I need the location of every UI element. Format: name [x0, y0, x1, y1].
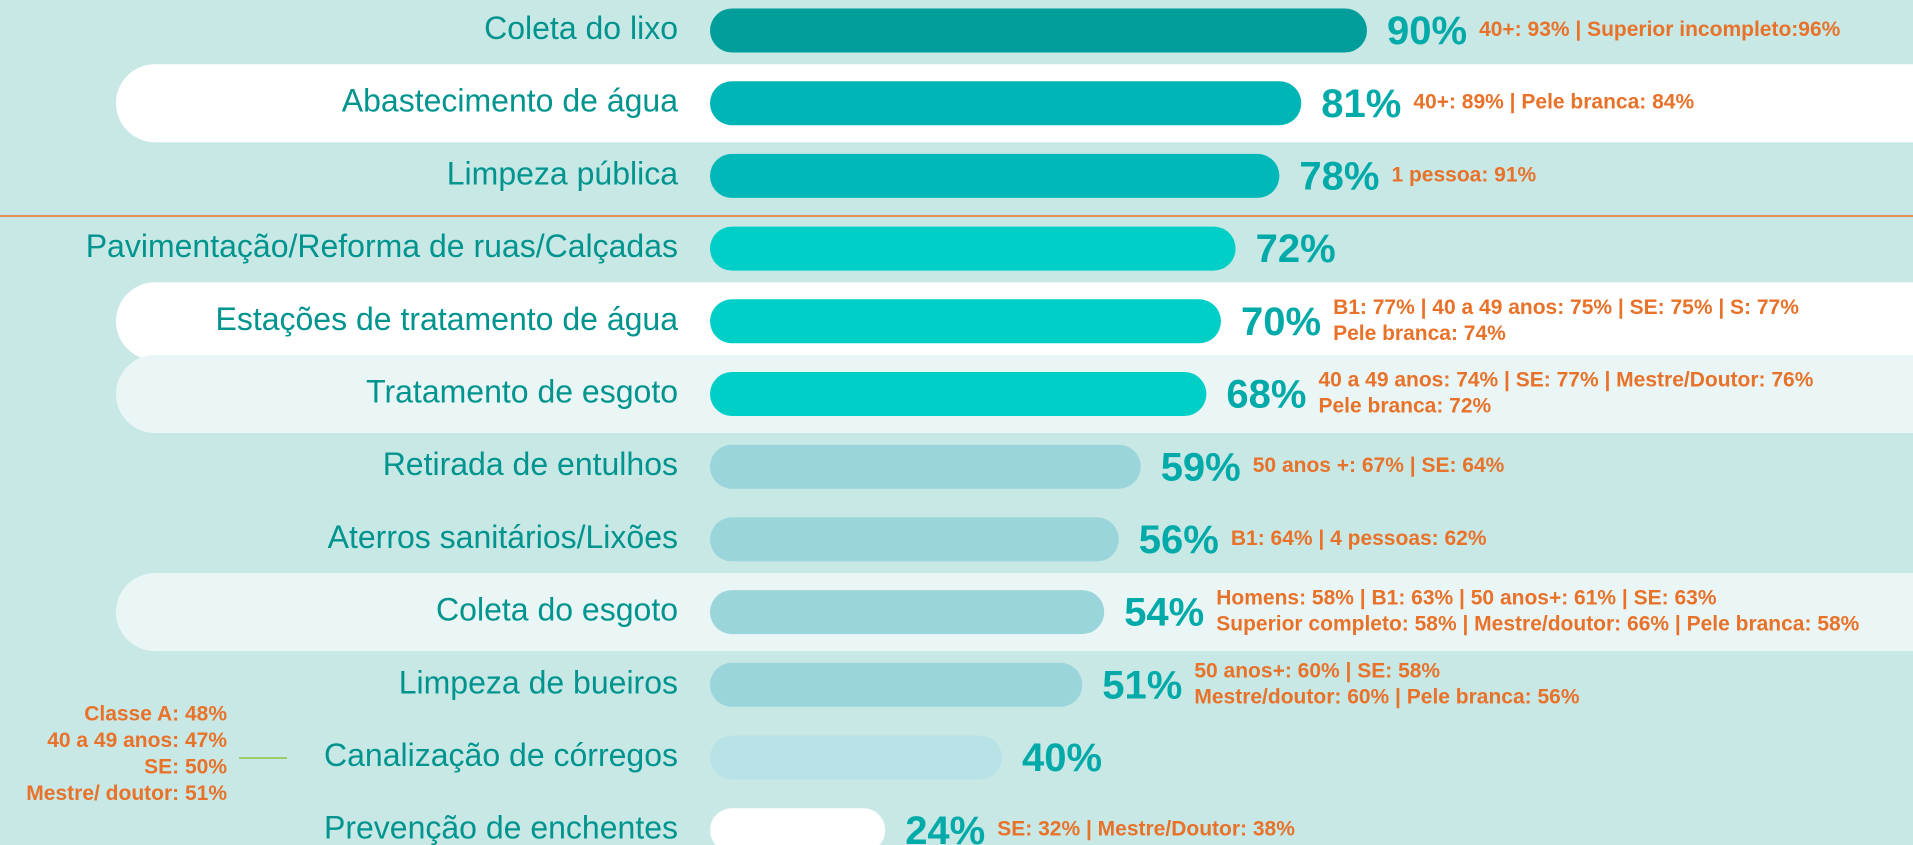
value-label: 70% [1241, 300, 1321, 344]
note: Pele branca: 74% [1333, 322, 1506, 345]
value-label: 56% [1139, 518, 1219, 562]
category-label: Retirada de entulhos [383, 446, 678, 482]
side-note: Classe A: 48% [84, 703, 227, 726]
note: 50 anos+: 60% | SE: 58% [1194, 659, 1440, 682]
note: Mestre/doutor: 60% | Pele branca: 56% [1194, 685, 1579, 708]
note: 50 anos +: 67% | SE: 64% [1253, 454, 1505, 477]
note: 40+: 89% | Pele branca: 84% [1413, 91, 1694, 114]
category-label: Canalização de córregos [324, 737, 678, 773]
value-label: 72% [1256, 227, 1336, 271]
bar [710, 81, 1302, 126]
bar [710, 299, 1221, 344]
category-label: Pavimentação/Reforma de ruas/Calçadas [86, 228, 678, 264]
category-label: Coleta do esgoto [436, 592, 678, 628]
note: 1 pessoa: 91% [1391, 163, 1536, 186]
note: SE: 32% | Mestre/Doutor: 38% [997, 818, 1295, 841]
side-note: 40 a 49 anos: 47% [47, 729, 227, 752]
category-label: Limpeza de bueiros [399, 664, 678, 700]
value-label: 90% [1387, 9, 1467, 53]
note: B1: 64% | 4 pessoas: 62% [1231, 527, 1487, 550]
note: Homens: 58% | B1: 63% | 50 anos+: 61% | … [1216, 587, 1717, 610]
bar [710, 8, 1367, 53]
category-label: Tratamento de esgoto [366, 373, 678, 409]
value-label: 59% [1161, 445, 1241, 489]
bar [710, 153, 1280, 198]
bar [710, 662, 1083, 707]
category-label: Limpeza pública [447, 155, 678, 191]
note: Superior completo: 58% | Mestre/doutor: … [1216, 613, 1859, 636]
value-label: 51% [1102, 663, 1182, 707]
bar [710, 444, 1141, 489]
value-label: 40% [1022, 736, 1102, 780]
category-label: Abastecimento de água [342, 83, 678, 119]
value-label: 78% [1299, 154, 1379, 198]
value-label: 81% [1321, 82, 1401, 126]
side-note: SE: 50% [144, 756, 227, 779]
bar [710, 372, 1207, 416]
bar [710, 808, 886, 845]
category-label: Prevenção de enchentes [324, 810, 678, 845]
bar [710, 590, 1105, 635]
note: B1: 77% | 40 a 49 anos: 75% | SE: 75% | … [1333, 296, 1799, 319]
value-label: 68% [1226, 373, 1306, 417]
note: Pele branca: 72% [1318, 395, 1491, 418]
note: 40 a 49 anos: 74% | SE: 77% | Mestre/Dou… [1318, 369, 1813, 392]
bar [710, 517, 1119, 562]
bar [710, 735, 1002, 780]
bar [710, 226, 1236, 271]
category-label: Coleta do lixo [484, 10, 678, 46]
value-label: 24% [905, 809, 985, 845]
category-label: Estações de tratamento de água [215, 301, 678, 337]
category-label: Aterros sanitários/Lixões [328, 519, 678, 555]
side-note: Mestre/ doutor: 51% [26, 782, 227, 805]
note: 40+: 93% | Superior incompleto:96% [1479, 18, 1841, 41]
value-label: 54% [1124, 591, 1204, 635]
